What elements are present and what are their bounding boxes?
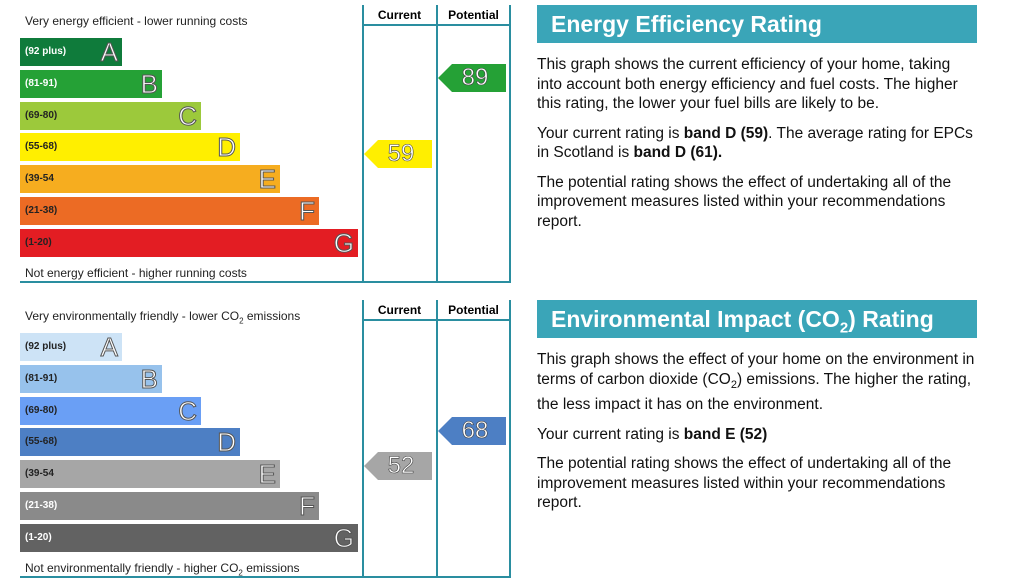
band-a: (92 plus) A [20, 37, 122, 67]
band-range: (81-91) [25, 372, 58, 384]
description: This graph shows the effect of your home… [537, 351, 975, 414]
current-header: Current [377, 8, 422, 22]
band-letter: A [100, 332, 118, 362]
band-g: (1-20) G [20, 227, 358, 258]
bottom-label: Not environmentally friendly - higher CO… [25, 561, 300, 578]
band-range: (55-68) [25, 436, 58, 448]
band-range: (92 plus) [25, 341, 67, 352]
band-e: (39-54 E [20, 459, 280, 490]
top-label: Very environmentally friendly - lower CO… [25, 309, 301, 326]
band-letter: F [299, 196, 316, 226]
band-range: (69-80) [25, 404, 58, 416]
current-rating-arrow: 52 [364, 452, 432, 480]
potential-rating-text: The potential rating shows the effect of… [537, 455, 952, 512]
potential-header: Potential [448, 8, 499, 22]
current-rating-text: Your current rating is band E (52) [537, 425, 768, 443]
band-e: (39-54 E [20, 164, 280, 195]
band-range: (55-68) [25, 141, 58, 153]
potential-rating-arrow: 68 [438, 417, 506, 445]
band-letter: D [217, 427, 237, 458]
band-letter: D [217, 132, 237, 163]
band-letter: C [178, 100, 198, 131]
band-f: (21-38) F [20, 491, 319, 521]
band-letter: B [140, 363, 158, 394]
description: This graph shows the current efficiency … [537, 56, 958, 112]
band-letter: F [299, 491, 316, 521]
band-letter: C [178, 395, 198, 426]
band-letter: B [140, 68, 158, 99]
band-range: (39-54 [25, 173, 54, 185]
energy-efficiency-chart: Very energy efficient - lower running co… [0, 0, 520, 290]
band-a: (92 plus) A [20, 332, 122, 362]
band-c: (69-80) C [20, 395, 201, 426]
panel-title: Energy Efficiency Rating [537, 5, 977, 43]
band-c: (69-80) C [20, 100, 201, 131]
band-b: (81-91) B [20, 68, 162, 99]
band-range: (92 plus) [25, 46, 67, 57]
environmental-impact-panel: Environmental Impact (CO2) Rating This g… [537, 300, 977, 513]
band-range: (69-80) [25, 109, 58, 121]
band-range: (39-54 [25, 468, 54, 480]
current-header: Current [377, 303, 422, 317]
band-d: (55-68) D [20, 132, 240, 163]
band-f: (21-38) F [20, 196, 319, 226]
band-range: (21-38) [25, 500, 58, 511]
band-letter: E [258, 459, 276, 490]
potential-rating-text: The potential rating shows the effect of… [537, 173, 952, 230]
current-rating-text: Your current rating is band D (59). The … [537, 124, 973, 162]
panel-title: Environmental Impact (CO2) Rating [537, 300, 977, 338]
band-range: (21-38) [25, 205, 58, 216]
potential-header: Potential [448, 303, 499, 317]
potential-rating-arrow: 89 [438, 64, 506, 92]
band-d: (55-68) D [20, 427, 240, 458]
band-range: (81-91) [25, 77, 58, 89]
band-range: (1-20) [25, 531, 52, 543]
band-range: (1-20) [25, 236, 52, 248]
band-letter: E [258, 164, 276, 195]
environmental-impact-chart: Very environmentally friendly - lower CO… [0, 295, 520, 585]
band-letter: A [100, 37, 118, 67]
band-b: (81-91) B [20, 363, 162, 394]
band-letter: G [333, 227, 354, 258]
top-label: Very energy efficient - lower running co… [25, 14, 248, 28]
energy-efficiency-panel: Energy Efficiency Rating This graph show… [537, 5, 977, 231]
band-g: (1-20) G [20, 522, 358, 553]
bottom-label: Not energy efficient - higher running co… [25, 266, 247, 280]
band-letter: G [333, 522, 354, 553]
current-rating-arrow: 59 [364, 140, 432, 168]
